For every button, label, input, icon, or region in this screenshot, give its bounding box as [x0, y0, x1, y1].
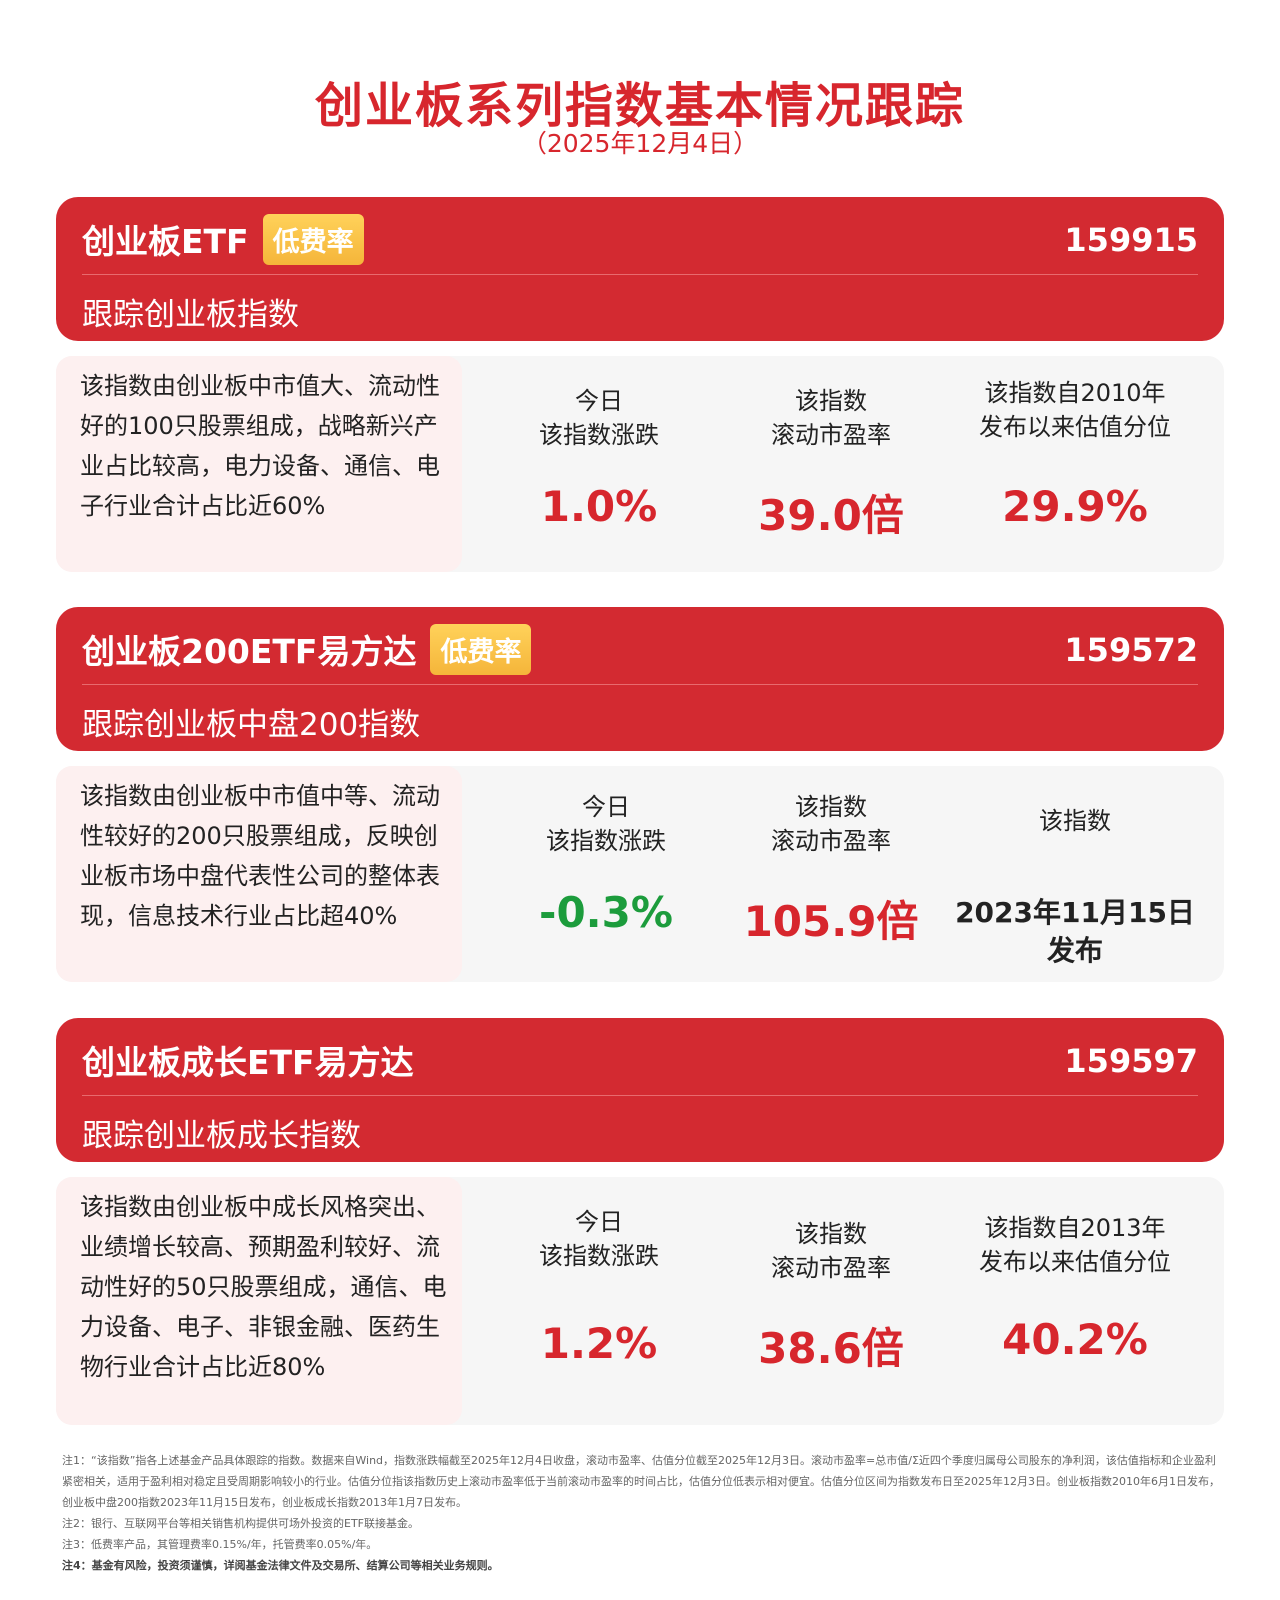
tracking-index: 跟踪创业板成长指数: [82, 1118, 361, 1154]
fund-code: 159597: [1064, 1042, 1198, 1080]
fund-code: 159572: [1064, 631, 1198, 669]
daily-change: 今日 该指数涨跌 -0.3%: [481, 790, 731, 937]
daily-change: 今日 该指数涨跌 1.2%: [474, 1205, 724, 1368]
index-description: 该指数由创业板中市值大、流动性好的100只股票组成，战略新兴产业占比较高，电力设…: [56, 356, 462, 572]
card-header: 创业板200ETF易方达 低费率 159572 跟踪创业板中盘200指数: [56, 607, 1224, 751]
fund-name: 创业板200ETF易方达: [82, 632, 417, 671]
daily-change-value: -0.3%: [539, 888, 673, 937]
divider: [82, 274, 1198, 275]
pe-ratio-value: 105.9倍: [743, 897, 919, 946]
page-date: （2025年12月4日）: [521, 129, 759, 158]
index-description: 该指数由创业板中市值中等、流动性较好的200只股票组成，反映创业板市场中盘代表性…: [56, 766, 462, 982]
card-body: 该指数由创业板中市值中等、流动性较好的200只股票组成，反映创业板市场中盘代表性…: [56, 766, 1224, 982]
fund-card-159597: 创业板成长ETF易方达 159597 跟踪创业板成长指数 该指数由创业板中成长风…: [56, 1018, 1224, 1425]
tracking-index: 跟踪创业板中盘200指数: [82, 707, 421, 743]
pe-ratio: 该指数 滚动市盈率 105.9倍: [706, 790, 956, 949]
footnote-4: 注4：基金有风险，投资须谨慎，详阅基金法律文件及交易所、结算公司等相关业务规则。: [62, 1559, 499, 1572]
card-header: 创业板成长ETF易方达 159597 跟踪创业板成长指数: [56, 1018, 1224, 1162]
fund-card-159915: 创业板ETF 低费率 159915 跟踪创业板指数 该指数由创业板中市值大、流动性…: [56, 197, 1224, 572]
fund-card-159572: 创业板200ETF易方达 低费率 159572 跟踪创业板中盘200指数 该指数由…: [56, 607, 1224, 982]
page-title: 创业板系列指数基本情况跟踪: [314, 78, 965, 134]
footnote-2: 注2：银行、互联网平台等相关销售机构提供可场外投资的ETF联接基金。: [62, 1517, 419, 1530]
pe-ratio-value: 38.6倍: [758, 1324, 904, 1373]
daily-change-value: 1.0%: [540, 482, 658, 531]
low-fee-badge: 低费率: [262, 213, 364, 265]
pe-ratio-value: 39.0倍: [758, 491, 904, 540]
valuation-percentile-value: 29.9%: [1002, 482, 1148, 531]
index-description: 该指数由创业板中成长风格突出、业绩增长较高、预期盈利较好、流动性好的50只股票组…: [56, 1177, 462, 1425]
card-body: 该指数由创业板中成长风格突出、业绩增长较高、预期盈利较好、流动性好的50只股票组…: [56, 1177, 1224, 1425]
valuation-percentile: 该指数自2013年 发布以来估值分位 40.2%: [930, 1211, 1220, 1364]
daily-change-value: 1.2%: [540, 1319, 658, 1368]
fund-name: 创业板成长ETF易方达: [82, 1043, 414, 1082]
valuation-percentile-value: 40.2%: [1002, 1315, 1148, 1364]
pe-ratio: 该指数 滚动市盈率 38.6倍: [706, 1217, 956, 1376]
footnote-3: 注3：低费率产品，其管理费率0.15%/年，托管费率0.05%/年。: [62, 1538, 378, 1551]
pe-ratio: 该指数 滚动市盈率 39.0倍: [706, 384, 956, 543]
fund-code: 159915: [1064, 221, 1198, 259]
divider: [82, 684, 1198, 685]
footnote-1: 注1：“该指数”指各上述基金产品具体跟踪的指数。数据来自Wind，指数涨跌幅截至…: [62, 1454, 1220, 1509]
card-header: 创业板ETF 低费率 159915 跟踪创业板指数: [56, 197, 1224, 341]
tracking-index: 跟踪创业板指数: [82, 297, 299, 333]
index-launch-date: 该指数 2023年11月15日 发布: [930, 804, 1220, 970]
daily-change: 今日 该指数涨跌 1.0%: [474, 384, 724, 531]
fund-name: 创业板ETF: [82, 222, 249, 261]
card-body: 该指数由创业板中市值大、流动性好的100只股票组成，战略新兴产业占比较高，电力设…: [56, 356, 1224, 572]
divider: [82, 1095, 1198, 1096]
low-fee-badge: 低费率: [430, 623, 532, 675]
footnotes: 注1：“该指数”指各上述基金产品具体跟踪的指数。数据来自Wind，指数涨跌幅截至…: [62, 1450, 1222, 1576]
valuation-percentile: 该指数自2010年 发布以来估值分位 29.9%: [930, 376, 1220, 531]
launch-date-value: 2023年11月15日: [955, 896, 1195, 929]
